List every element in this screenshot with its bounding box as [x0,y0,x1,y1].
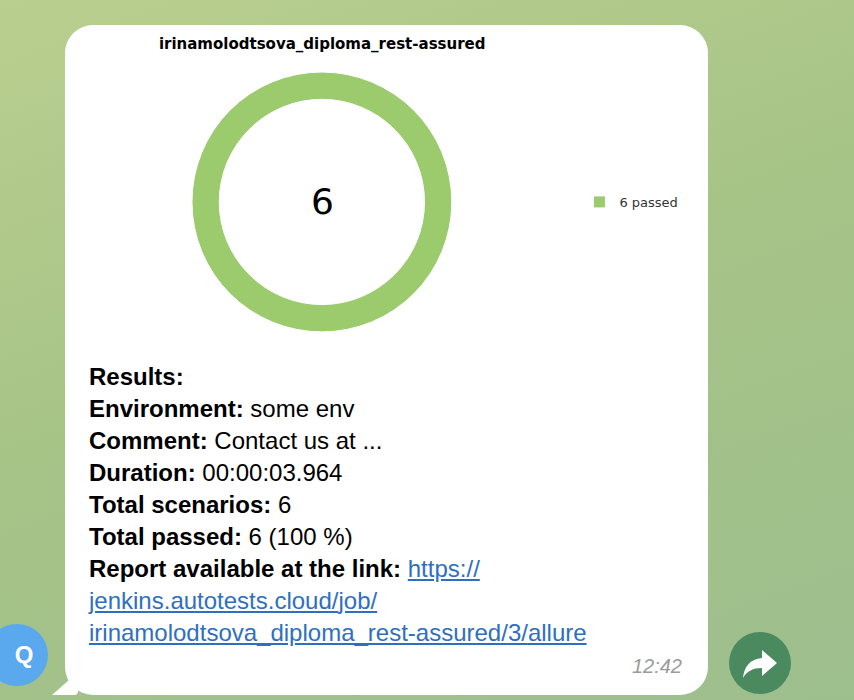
html-text:Total passed: 6 (100 %): Total passed: 6 (100 %) [89,523,353,550]
html-text:irinamolodtsova_diploma_rest-a: irinamolodtsova_diploma_rest-assured/ 3/… [89,619,587,646]
html-text:12:42: 12:42 [631,655,682,677]
html-text:Duration: 00:00:03.964: Duration: 00:00:03.964 [89,459,343,486]
html-text:Total scenarios: 6: Total scenarios: 6 [89,491,292,518]
html-text:Q: Q [14,641,34,668]
svg-text:irinamolodtsova_diploma_rest-a: irinamolodtsova_diploma_rest-assured [159,35,486,53]
html-text:Environment: some env: Environment: some env [89,395,355,422]
html-text:Comment: Contact us at ...: Comment: Contact us at ... [89,427,383,454]
html-text:jenkins.autotests.cloud/ job/: jenkins.autotests.cloud/ job/ [89,587,378,614]
html-text:Results:: Results: [89,363,184,390]
html-text:Report available at the link:: Report available at the link: https:// [89,555,480,582]
svg-text:6: 6 [311,181,334,222]
svg-text:6 passed: 6 passed [619,195,677,210]
